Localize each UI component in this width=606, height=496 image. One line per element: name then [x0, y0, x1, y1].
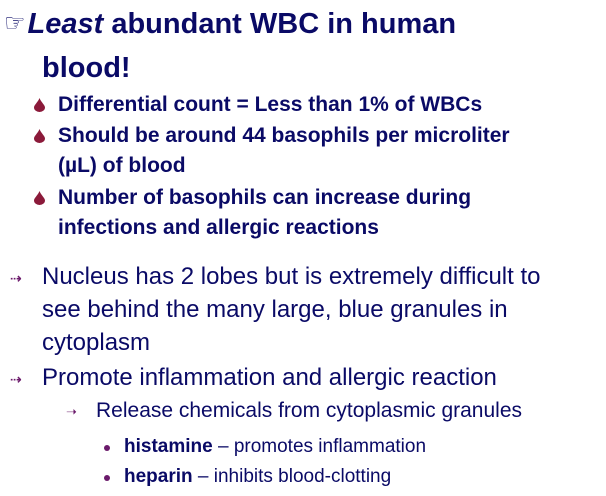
- term-desc: – promotes inflammation: [212, 436, 427, 457]
- dotted-arrow-icon: ⇢: [10, 371, 22, 387]
- bullet-line3: cytoplasm: [42, 329, 151, 356]
- sub-bullet-text-line2: (µL) of blood: [58, 154, 186, 177]
- sub-bullet-text-line2: infections and allergic reactions: [58, 216, 379, 239]
- bullet-histamine: histamine – promotes inflammation: [104, 433, 602, 461]
- bullet-inflammation: ⇢ Promote inflammation and allergic reac…: [10, 361, 602, 394]
- bullet-text: histamine – promotes inflammation: [104, 433, 602, 461]
- drop-icon: [34, 98, 45, 112]
- pointing-hand-icon: ☞: [4, 10, 26, 37]
- drop-icon: [34, 129, 45, 143]
- bullet-text: Release chemicals from cytoplasmic granu…: [96, 399, 522, 422]
- drop-icon: [34, 191, 45, 205]
- sub-bullet-1: Differential count = Less than 1% of WBC…: [34, 90, 598, 120]
- dotted-arrow-icon: ⇢: [10, 270, 22, 286]
- sub-bullet-text-line1: Should be around 44 basophils per microl…: [58, 124, 510, 147]
- slide-heading: ☞Least abundant WBC in human blood!: [4, 2, 604, 90]
- term-heparin: heparin: [124, 466, 193, 487]
- bullet-text: heparin – inhibits blood-clotting: [104, 463, 602, 491]
- arrow-icon: ➝: [66, 404, 77, 419]
- heading-line2: blood!: [42, 52, 131, 84]
- bullet-line1: Promote inflammation and allergic reacti…: [42, 364, 497, 391]
- bullet-nucleus: ⇢ Nucleus has 2 lobes but is extremely d…: [10, 260, 602, 359]
- heading-emphasis: Least: [27, 8, 104, 40]
- bullet-heparin: heparin – inhibits blood-clotting: [104, 463, 602, 491]
- heading-line1: abundant WBC in human: [103, 8, 457, 40]
- bullet-release-chemicals: ➝ Release chemicals from cytoplasmic gra…: [66, 396, 602, 426]
- term-desc: – inhibits blood-clotting: [192, 466, 392, 487]
- dot-icon: [104, 445, 110, 451]
- dot-icon: [104, 475, 110, 481]
- sub-bullet-3: Number of basophils can increase during …: [34, 183, 598, 243]
- bullet-text: Nucleus has 2 lobes but is extremely dif…: [10, 260, 602, 359]
- term-histamine: histamine: [124, 436, 213, 457]
- sub-bullet-text-line1: Number of basophils can increase during: [58, 186, 472, 209]
- sub-bullet-2: Should be around 44 basophils per microl…: [34, 121, 598, 181]
- bullet-line2: see behind the many large, blue granules…: [42, 296, 508, 323]
- bullet-line1: Nucleus has 2 lobes but is extremely dif…: [42, 263, 541, 290]
- sub-bullet-text: Differential count = Less than 1% of WBC…: [58, 93, 483, 116]
